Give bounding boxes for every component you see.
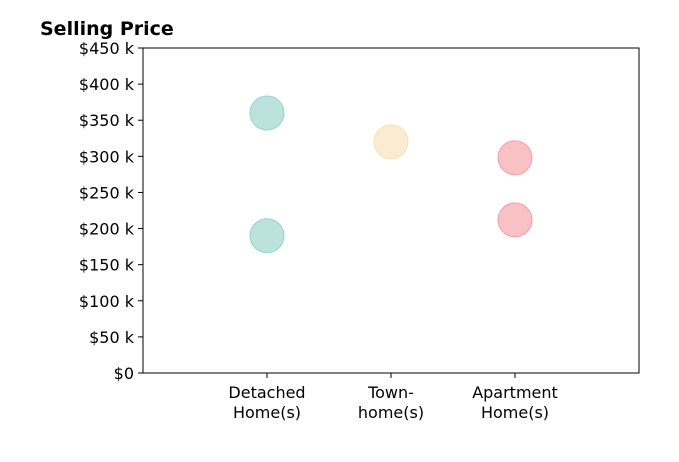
chart-title: Selling Price: [40, 18, 174, 40]
y-tick-label: $50 k: [89, 328, 135, 347]
x-tick-label: Detached: [228, 383, 305, 402]
y-tick-label: $250 k: [79, 183, 135, 202]
x-tick-label: Home(s): [481, 403, 549, 422]
data-points: [249, 95, 533, 254]
y-tick-label: $400 k: [79, 75, 135, 94]
data-point: [497, 202, 533, 238]
data-point: [249, 95, 285, 131]
y-tick-label: $200 k: [79, 220, 135, 239]
x-tick-label: Apartment: [472, 383, 558, 402]
x-tick-label: Town-: [367, 383, 414, 402]
y-tick-label: $450 k: [79, 39, 135, 58]
y-tick-label: $0: [114, 364, 134, 383]
y-axis: $0 $50 k $100 k $150 k $200 k $250 k $300 k $35…: [79, 39, 143, 383]
plot-frame: [142, 47, 640, 374]
data-point: [249, 218, 285, 254]
y-tick-label: $350 k: [79, 111, 135, 130]
data-point: [373, 124, 409, 160]
x-tick-label: home(s): [358, 403, 424, 422]
data-point: [497, 140, 533, 176]
y-tick-label: $300 k: [79, 147, 135, 166]
y-tick-label: $100 k: [79, 292, 135, 311]
y-tick-label: $150 k: [79, 256, 135, 275]
x-tick-label: Home(s): [233, 403, 301, 422]
x-axis: DetachedHome(s)Town-home(s)ApartmentHome…: [228, 373, 558, 422]
